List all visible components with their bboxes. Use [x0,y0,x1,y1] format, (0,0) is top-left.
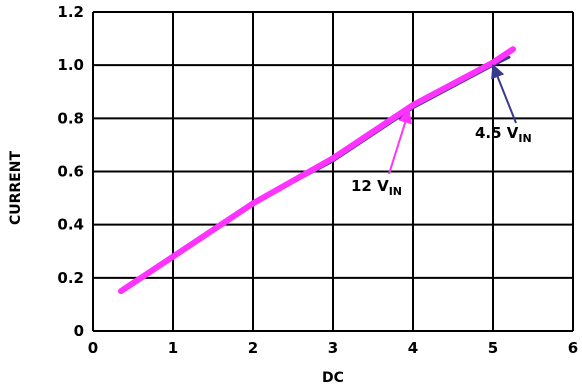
x-tick-label: 6 [568,339,578,357]
x-tick-label: 3 [328,339,338,357]
y-tick-label: 0.6 [57,163,84,181]
annotation-label-0: 4.5 VIN [475,124,532,145]
y-tick-label: 1.0 [57,56,84,74]
y-tick-label: 1.2 [57,3,84,21]
x-tick-label: 4 [408,339,418,357]
annotations: 4.5 VIN 12 VIN [351,63,532,198]
annotation-label-1: 12 VIN [351,177,402,198]
tick-labels: 0 1 2 3 4 5 6 0 0.2 0.4 0.6 0.8 1.0 1.2 [57,3,578,357]
y-tick-label: 0.2 [57,269,84,287]
y-tick-label: 0 [74,322,84,340]
x-axis-label: DC [322,370,344,386]
y-tick-label: 0.4 [57,216,84,234]
x-tick-label: 1 [168,339,178,357]
series-lines [118,46,516,295]
series-line-1 [118,46,516,295]
x-tick-label: 0 [88,339,98,357]
x-tick-label: 2 [248,339,258,357]
x-tick-label: 5 [488,339,498,357]
annotation-arrow-1 [388,109,412,175]
annotation-arrow-0 [491,63,517,124]
y-tick-label: 0.8 [57,109,84,127]
y-axis-label: CURRENT [8,151,24,225]
